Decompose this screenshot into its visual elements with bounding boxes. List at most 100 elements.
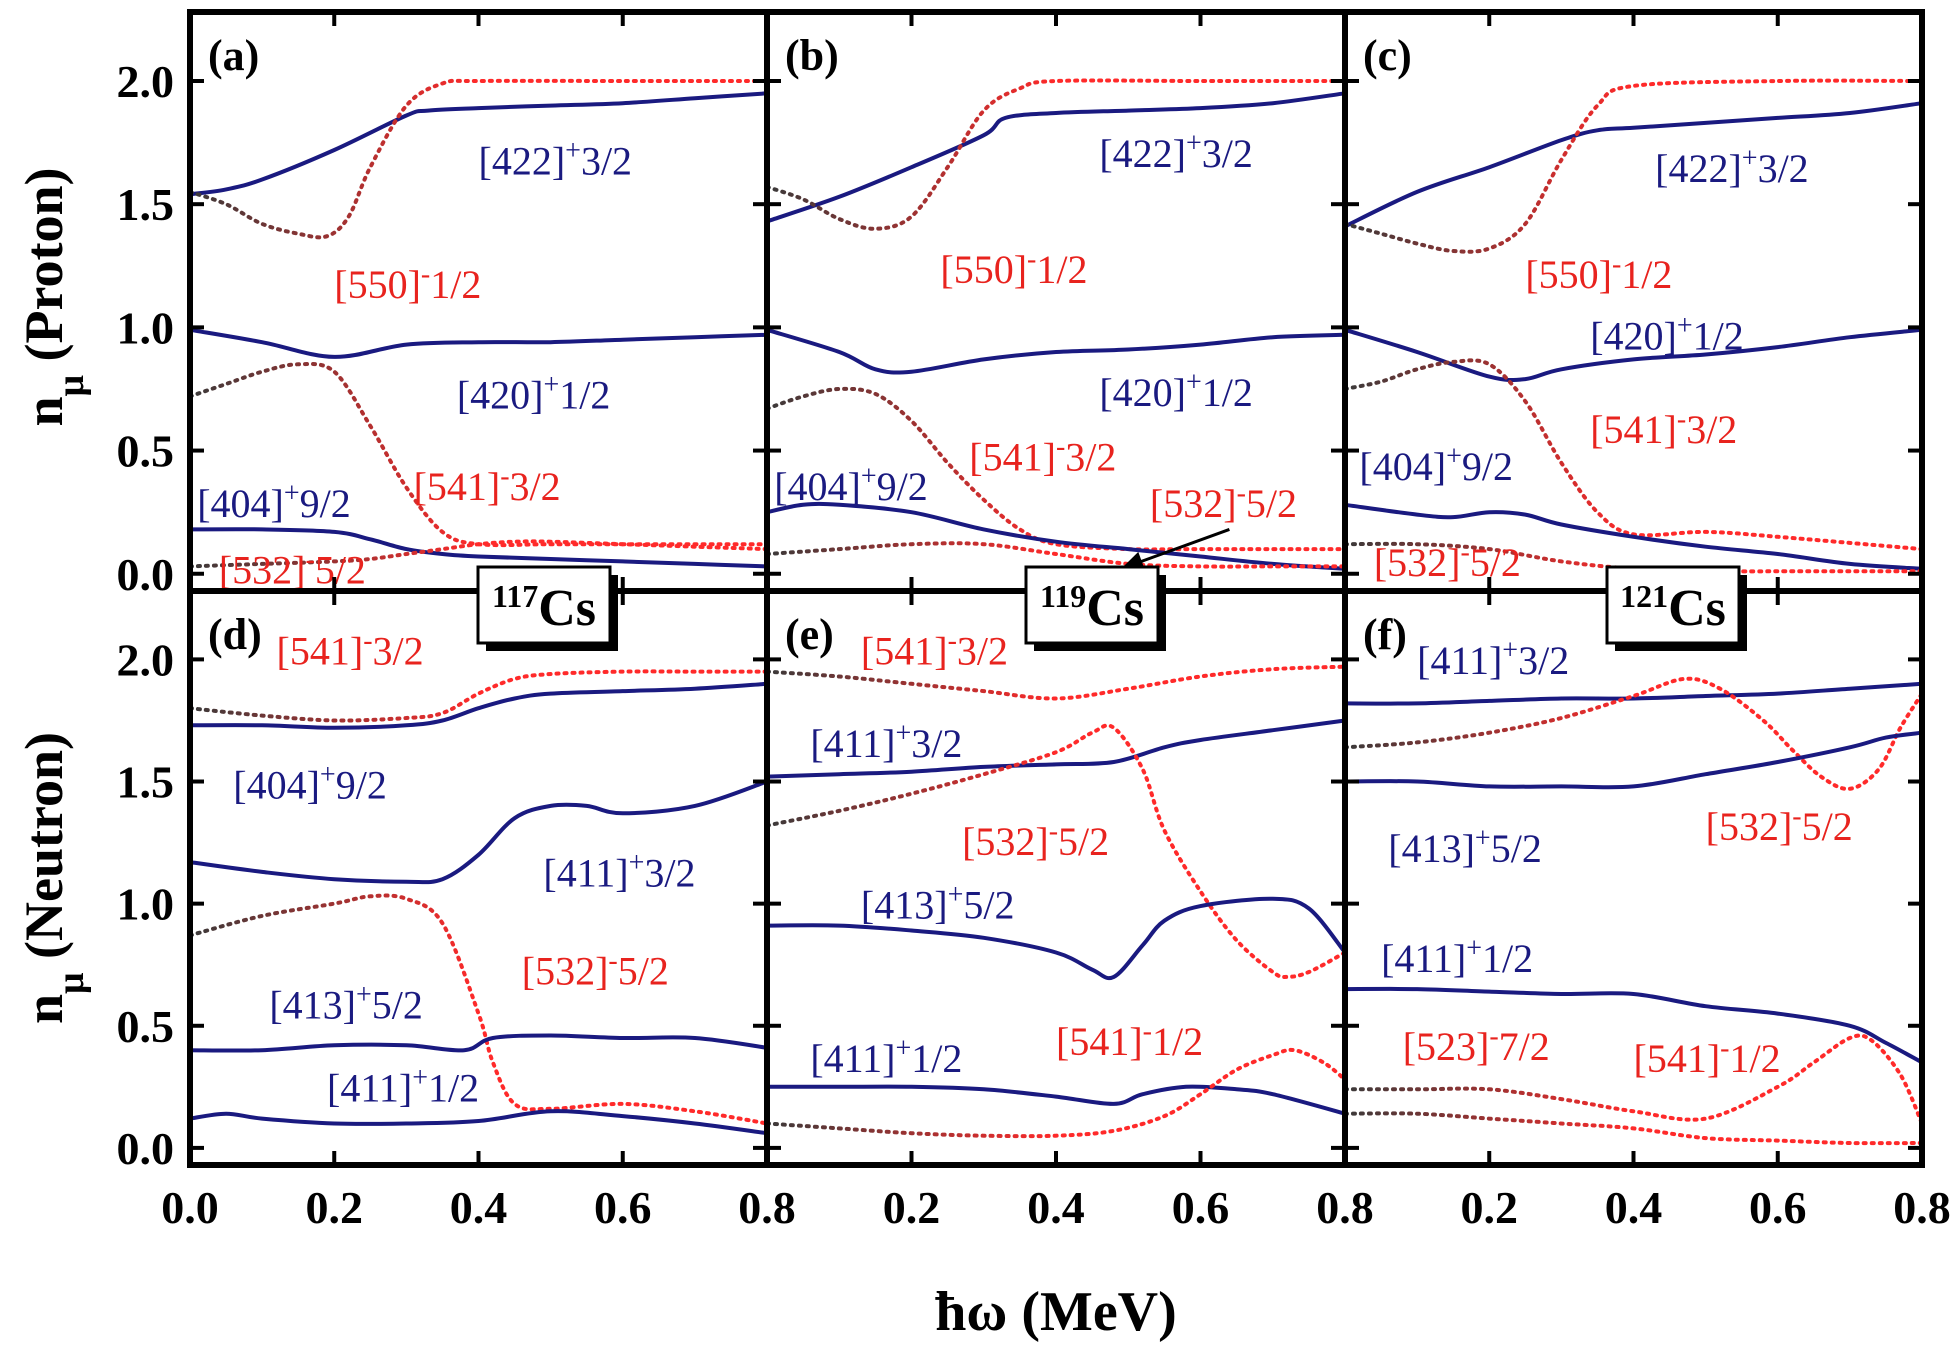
x-tick-label: 0.8 [1316, 1182, 1374, 1233]
orbital-label: [532]-5/2 [1374, 537, 1521, 586]
y-tick-label: 2.0 [117, 56, 175, 107]
orbital-label: [404]+9/2 [233, 759, 387, 808]
panel-label: (a) [208, 31, 259, 80]
panel-e: [541]-3/2 [411]+3/2[532]-5/2 [413]+5/2 [541… [764, 588, 1374, 1233]
orbital-label: [420]+1/2 [1590, 310, 1744, 359]
orbital-label: [413]+5/2 [269, 979, 423, 1027]
y-tick-label: 2.0 [117, 634, 175, 685]
label-box [476, 565, 612, 645]
series-line-2 [765, 78, 1347, 231]
y-tick-label: 0.0 [117, 549, 175, 600]
nucleus-label: 117Cs [492, 578, 596, 637]
series-line-1 [189, 681, 768, 730]
x-tick-label: 0.6 [594, 1182, 652, 1233]
series-line-6 [765, 541, 1347, 569]
orbital-label: [532]-5/2 [522, 945, 669, 994]
series-line-1 [765, 664, 1347, 701]
series-line-3 [1344, 327, 1923, 383]
panel-label: (d) [208, 610, 262, 659]
orbital-label: [532]-5/2 [219, 544, 366, 593]
series-line-6 [765, 1047, 1347, 1139]
panel-c: [422]+3/2 [550]-1/2 [420]+1/2 [541]-3/2 [404… [1342, 9, 1925, 594]
orbital-label: [411]+1/2 [327, 1062, 479, 1111]
orbital-label: [541]-3/2 [1590, 404, 1737, 453]
orbital-label: [413]+5/2 [1388, 823, 1542, 872]
orbital-label: [411]+3/2 [810, 718, 962, 767]
series-line-4 [765, 386, 1347, 552]
nucleus-label-box: 119Cs [1024, 565, 1166, 651]
panel-label: (f) [1363, 610, 1407, 659]
orbital-label: [420]+1/2 [457, 369, 611, 418]
x-tick-label: 0.4 [450, 1182, 508, 1233]
series-line-5 [767, 1084, 1346, 1116]
y-axis-label-proton: nμ (Proton) [14, 167, 92, 426]
series-line-2 [766, 718, 1346, 779]
y-tick-label: 1.0 [117, 302, 175, 353]
x-tick-label: 0.8 [1893, 1182, 1951, 1233]
nucleus-label: 119Cs [1040, 578, 1144, 637]
orbital-label: [422]+3/2 [1099, 128, 1253, 177]
orbital-label: [550]-1/2 [334, 258, 481, 307]
orbital-label: [411]+1/2 [810, 1033, 962, 1082]
panel-a: [422]+3/2 [550]-1/2 [420]+1/2 [541]-3/2 [404… [117, 9, 770, 600]
orbital-label: [532]-5/2 [1150, 478, 1297, 527]
x-tick-label: 0.6 [1749, 1182, 1807, 1233]
panel-frame [1342, 9, 1925, 594]
series-line-4 [766, 896, 1347, 981]
label-box [1605, 565, 1741, 645]
y-tick-label: 1.5 [117, 179, 175, 230]
y-tick-label: 0.5 [117, 1001, 175, 1052]
orbital-label: [541]-3/2 [277, 625, 424, 674]
orbital-label: [404]+9/2 [197, 478, 351, 527]
orbital-label: [550]-1/2 [1525, 248, 1672, 297]
orbital-label: [411]+3/2 [543, 847, 695, 896]
panel-label: (e) [785, 610, 834, 659]
orbital-label: [422]+3/2 [1655, 143, 1809, 192]
series-line-5 [1343, 1033, 1924, 1126]
orbital-label: [404]+9/2 [1359, 441, 1513, 490]
x-tick-label: 0.2 [883, 1182, 941, 1233]
orbital-label: [523]-7/2 [1403, 1020, 1550, 1069]
series-line-1 [1344, 101, 1923, 229]
y-tick-label: 1.5 [117, 757, 175, 808]
series-line-2 [1343, 676, 1924, 791]
x-axis-label: ħω (MeV) [935, 1281, 1177, 1343]
orbital-label: [422]+3/2 [479, 135, 633, 184]
series-line-1 [189, 91, 768, 197]
series-line-3 [189, 779, 768, 885]
y-tick-label: 1.0 [117, 879, 175, 930]
series-line-1 [1344, 681, 1923, 706]
series-line-6 [188, 539, 769, 569]
x-tick-label: 0.8 [738, 1182, 796, 1233]
series-line-4 [1343, 358, 1924, 552]
orbital-label: [541]-3/2 [414, 460, 561, 509]
label-box [1024, 565, 1160, 645]
orbital-label: [404]+9/2 [774, 460, 928, 509]
series-line-2 [188, 669, 769, 723]
panel-d: [541]-3/2 [404]+9/2 [411]+3/2 [532]-5/2 [413… [117, 588, 796, 1233]
x-tick-label: 0.4 [1605, 1182, 1663, 1233]
x-tick-label: 0.0 [161, 1182, 219, 1233]
orbital-label: [420]+1/2 [1099, 367, 1253, 416]
series-line-2 [1343, 78, 1924, 254]
series-line-3 [766, 327, 1346, 375]
orbital-label: [413]+5/2 [861, 879, 1015, 928]
axis-text: ħω (MeV) nμ (Proton) nμ (Neutron) [14, 167, 1177, 1343]
orbital-label: [532]-5/2 [1706, 801, 1853, 850]
series-line-1 [766, 91, 1346, 224]
orbital-label: [541]-3/2 [861, 625, 1008, 674]
panels: [422]+3/2 [550]-1/2 [420]+1/2 [541]-3/2 [404… [117, 9, 1951, 1233]
orbital-label: [541]-1/2 [1056, 1016, 1203, 1065]
nucleus-label-box: 117Cs [476, 565, 618, 651]
series-line-5 [766, 501, 1346, 571]
series-line-6 [1343, 1111, 1924, 1146]
orbital-label: [411]+3/2 [1417, 635, 1569, 684]
x-tick-label: 0.4 [1027, 1182, 1085, 1233]
panel-label: (c) [1363, 31, 1412, 80]
x-tick-label: 0.2 [1461, 1182, 1519, 1233]
panel-f: [411]+3/2 [532]-5/2 [413]+5/2 [411]+1/2 [523… [1342, 588, 1951, 1233]
x-tick-label: 0.2 [306, 1182, 364, 1233]
y-tick-label: 0.0 [117, 1123, 175, 1174]
panel-b: [422]+3/2 [550]-1/2 [420]+1/2 [541]-3/2 [404… [764, 9, 1348, 594]
